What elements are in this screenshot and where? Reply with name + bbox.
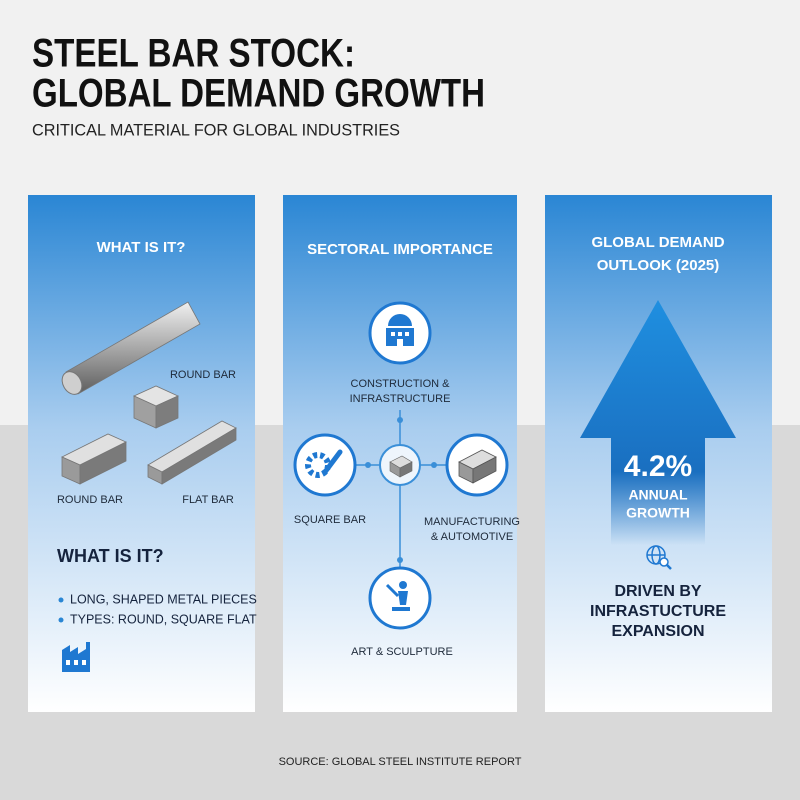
panel-heading: SECTORAL IMPORTANCE — [307, 241, 493, 258]
factory-icon-part — [74, 660, 78, 665]
panel-bg — [28, 195, 255, 712]
node-label: ART & SCULPTURE — [351, 646, 453, 658]
square-bar-node — [293, 433, 357, 497]
construction-node — [368, 301, 432, 365]
hub-node — [379, 444, 421, 486]
bar-label: ROUND BAR — [170, 369, 236, 381]
node-label: & AUTOMOTIVE — [431, 531, 513, 543]
panel-heading: OUTLOOK (2025) — [597, 257, 720, 274]
flat-bar-illustration — [147, 420, 237, 485]
panel-outlook: GLOBAL DEMAND OUTLOOK (2025) 4.2% ANNUAL… — [545, 195, 772, 712]
connector-dot — [365, 417, 437, 563]
growth-caption: GROWTH — [626, 505, 690, 521]
connector-dot-part — [365, 462, 371, 468]
round-bar-illustration — [61, 301, 201, 395]
outlook-note: DRIVEN BY — [614, 583, 701, 600]
globe-icon-part — [666, 564, 672, 570]
manufacturing-node-part — [472, 456, 497, 484]
factory-icon-part — [66, 660, 70, 665]
square-bar-node-part — [322, 449, 343, 475]
globe-icon-part — [659, 557, 669, 567]
factory-icon — [62, 642, 90, 672]
bullet: LONG, SHAPED METAL PIECES — [70, 592, 257, 606]
growth-arrow — [580, 300, 736, 545]
subtitle: CRITICAL MATERIAL FOR GLOBAL INDUSTRIES — [32, 120, 400, 139]
square-bar-illustration — [61, 433, 127, 485]
art-node — [368, 566, 432, 630]
construction-node-part — [397, 339, 403, 346]
square-bar-node-part — [314, 461, 322, 469]
cube-illustration-part — [155, 395, 179, 429]
square-bar-illustration-part — [79, 441, 127, 485]
bullet-dot — [58, 597, 64, 603]
bullet: TYPES: ROUND, SQUARE FLAT — [70, 612, 257, 626]
panel-heading: WHAT IS IT? — [97, 239, 186, 256]
art-node-part — [392, 607, 410, 611]
connector-dot-part — [397, 557, 403, 563]
bullet-dot — [58, 617, 64, 623]
panel-heading: GLOBAL DEMAND — [591, 234, 724, 251]
outlook-note: EXPANSION — [611, 623, 704, 640]
node-label: MANUFACTURING — [424, 516, 520, 528]
bar-label: FLAT BAR — [182, 494, 234, 506]
art-node-part — [385, 583, 400, 598]
outlook-note: INFRASTUCTURE — [590, 603, 726, 620]
growth-figure: 4.2% — [624, 450, 692, 483]
source: SOURCE: GLOBAL STEEL INSTITUTE REPORT — [279, 756, 522, 768]
bar-label: ROUND BAR — [57, 494, 123, 506]
panel-what: WHAT IS IT? ROUND BAR ROUND BAR FLAT BAR… — [28, 195, 257, 712]
title: STEEL BAR STOCK: — [32, 32, 355, 76]
cube-illustration — [133, 385, 179, 429]
panel-sectors: SECTORAL IMPORTANCE CONSTRUCTION & INFRA… — [283, 195, 520, 712]
construction-node-part — [398, 332, 402, 336]
growth-caption: ANNUAL — [628, 487, 688, 503]
connector-dot-part — [397, 417, 403, 423]
node-label: CONSTRUCTION & — [351, 378, 451, 390]
construction-node-part — [391, 332, 395, 336]
art-node-part — [399, 581, 407, 589]
round-bar-illustration-part — [61, 371, 83, 395]
connector-dot-part — [431, 462, 437, 468]
globe-icon — [646, 545, 672, 570]
factory-icon-part — [82, 660, 86, 665]
node-label: SQUARE BAR — [294, 514, 366, 526]
hub-node-part — [399, 461, 413, 478]
construction-node-part — [405, 332, 409, 336]
manufacturing-node — [445, 433, 509, 497]
subheading: WHAT IS IT? — [57, 546, 164, 566]
flat-bar-illustration-part — [161, 427, 237, 485]
title: GLOBAL DEMAND GROWTH — [32, 72, 485, 116]
construction-node-part — [388, 314, 412, 326]
art-node-part — [398, 591, 408, 605]
node-label: INFRASTRUCTURE — [350, 393, 451, 405]
